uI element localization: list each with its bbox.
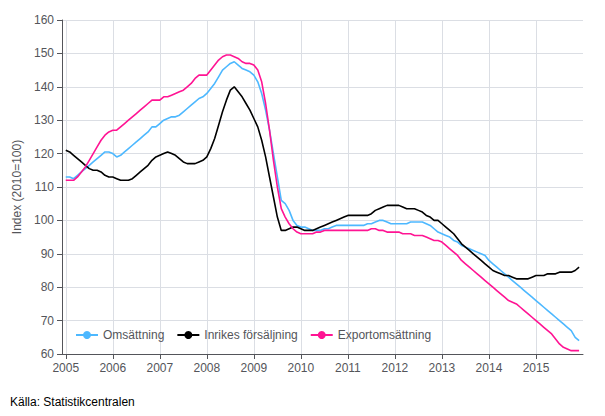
svg-text:160: 160 [34,13,54,27]
svg-text:2014: 2014 [476,361,503,375]
svg-text:2011: 2011 [335,361,361,375]
svg-text:2005: 2005 [52,361,79,375]
svg-text:110: 110 [35,180,54,194]
svg-text:Index (2010=100): Index (2010=100) [10,140,24,234]
svg-text:70: 70 [41,314,55,328]
svg-text:2007: 2007 [146,361,173,375]
svg-text:150: 150 [34,46,54,60]
svg-text:2008: 2008 [193,361,220,375]
svg-text:Omsättning: Omsättning [103,328,164,342]
svg-text:90: 90 [41,247,55,261]
svg-text:2006: 2006 [99,361,126,375]
svg-text:Källa: Statistikcentralen: Källa: Statistikcentralen [10,395,135,409]
svg-text:140: 140 [34,80,54,94]
svg-text:60: 60 [41,347,55,361]
svg-text:2010: 2010 [288,361,315,375]
svg-text:120: 120 [34,147,54,161]
svg-text:2013: 2013 [429,361,456,375]
svg-text:Inrikes försäljning: Inrikes försäljning [204,328,297,342]
svg-text:2015: 2015 [523,361,550,375]
svg-text:2012: 2012 [382,361,409,375]
svg-text:2009: 2009 [240,361,267,375]
svg-text:Exportomsättning: Exportomsättning [338,328,431,342]
svg-text:100: 100 [34,213,54,227]
svg-text:80: 80 [41,280,55,294]
svg-text:130: 130 [34,113,54,127]
